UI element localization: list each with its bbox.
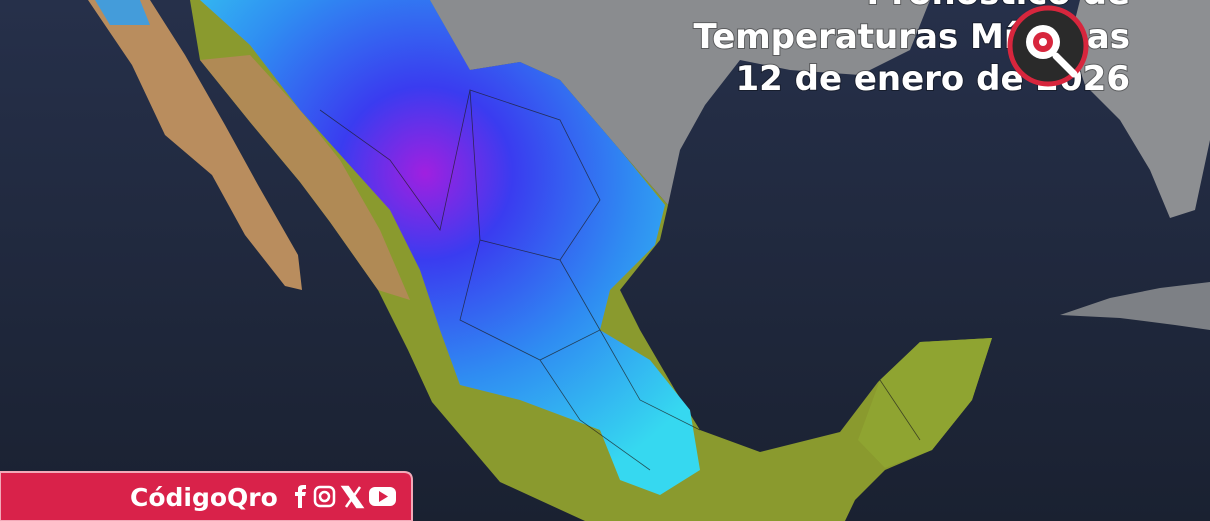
baja-california (88, 0, 302, 290)
usa-land (340, 0, 930, 205)
brand: CódigoQro (130, 483, 278, 512)
sonora-coast (200, 55, 410, 300)
state-borders (319, 89, 921, 471)
title-line: Pronóstico de (867, 0, 1131, 13)
cold-region (200, 0, 700, 495)
youtube-icon[interactable] (369, 487, 396, 506)
logo (1007, 5, 1089, 87)
florida (1070, 0, 1210, 218)
instagram-icon[interactable] (313, 485, 336, 508)
social-icons (295, 485, 396, 509)
x-icon[interactable] (340, 485, 365, 509)
footer-banner (0, 471, 413, 521)
yucatan (858, 338, 992, 468)
cuba (1060, 282, 1210, 330)
facebook-icon[interactable] (295, 485, 306, 508)
baja-cold (95, 0, 150, 25)
